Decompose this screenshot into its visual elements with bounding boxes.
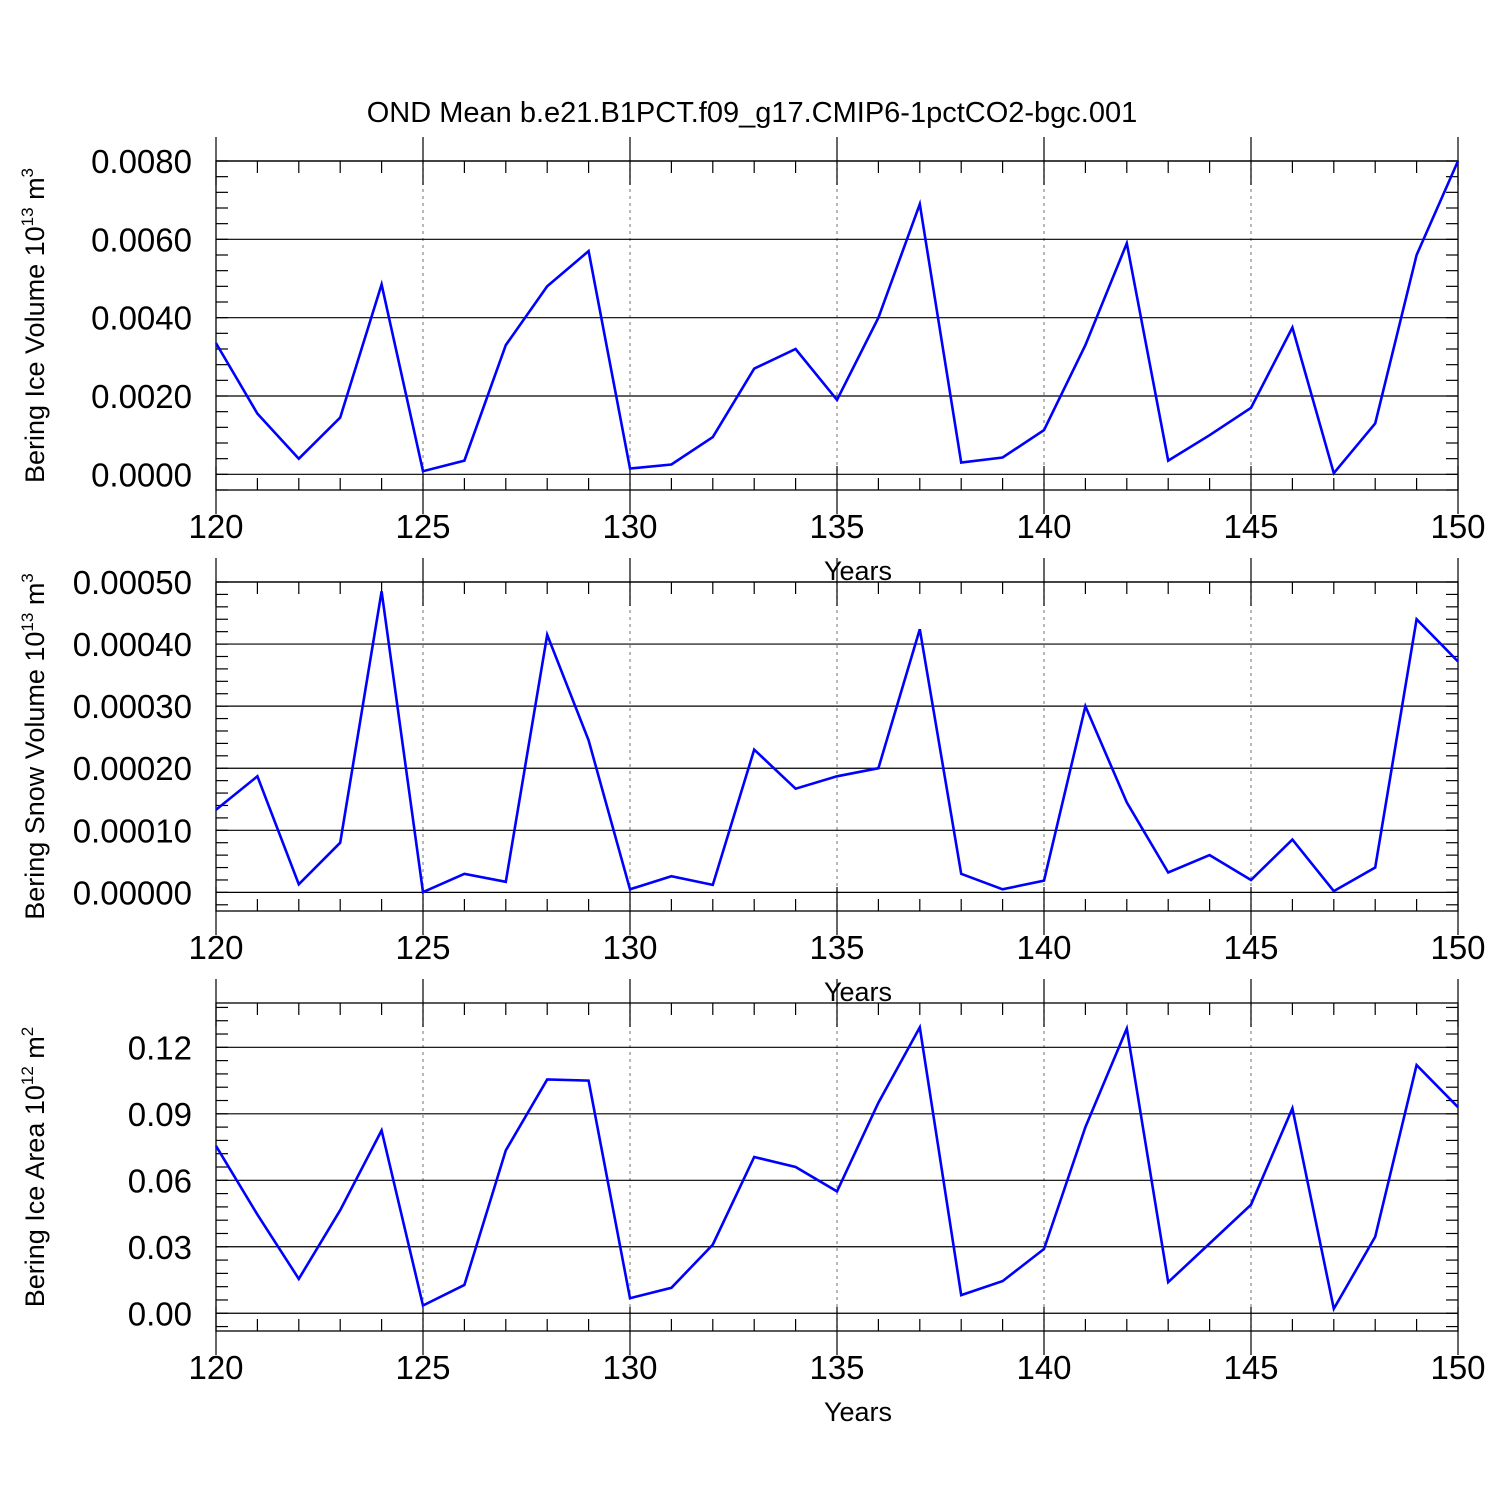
y-tick-label: 0.00030 (73, 688, 192, 725)
x-tick-label: 135 (809, 1349, 864, 1386)
y-tick-label: 0.00010 (73, 812, 192, 849)
y-tick-label: 0.00000 (73, 874, 192, 911)
x-tick-label: 120 (188, 1349, 243, 1386)
x-tick-label: 150 (1430, 1349, 1485, 1386)
x-tick-label: 140 (1016, 929, 1071, 966)
x-tick-label: 145 (1223, 929, 1278, 966)
x-tick-label: 150 (1430, 508, 1485, 545)
x-tick-label: 120 (188, 508, 243, 545)
y-tick-label: 0.06 (128, 1162, 192, 1199)
y-tick-label: 0.0040 (91, 300, 192, 337)
x-axis-label: Years (824, 556, 892, 586)
figure-title: OND Mean b.e21.B1PCT.f09_g17.CMIP6-1pctC… (367, 97, 1138, 129)
y-axis-label: Bering Ice Area 1012 m2 (18, 1027, 50, 1308)
x-tick-label: 150 (1430, 929, 1485, 966)
series-line (215, 591, 1459, 894)
x-axis-label: Years (824, 977, 892, 1007)
y-tick-label: 0.0060 (91, 221, 192, 258)
x-tick-label: 145 (1223, 1349, 1278, 1386)
y-axis-label: Bering Ice Volume 1013 m3 (18, 168, 50, 483)
y-axis-label: Bering Snow Volume 1013 m3 (18, 573, 50, 920)
plot-frame (215, 1002, 1459, 1332)
plot-frame (215, 160, 1459, 491)
y-tick-label: 0.0080 (91, 143, 192, 180)
x-tick-label: 130 (602, 508, 657, 545)
series-line (214, 1023, 1459, 1313)
plot-frame (215, 581, 1459, 912)
y-tick-label: 0.00 (128, 1295, 192, 1332)
y-tick-label: 0.03 (128, 1229, 192, 1266)
x-tick-label: 140 (1016, 508, 1071, 545)
x-tick-label: 125 (395, 508, 450, 545)
panel-3: 0.00 0.03 0.06 0.09 0.12 120 125 130 135 140 145 15… (18, 979, 1486, 1427)
y-tick-label: 0.12 (128, 1029, 192, 1066)
panel-1: 0.0000 0.0020 0.0040 0.0060 0.0080 120 125 130 1… (18, 137, 1486, 586)
y-tick-label: 0.00020 (73, 750, 192, 787)
x-tick-label: 145 (1223, 508, 1278, 545)
x-tick-label: 130 (602, 929, 657, 966)
x-tick-label: 120 (188, 929, 243, 966)
x-tick-label: 135 (809, 508, 864, 545)
x-tick-label: 140 (1016, 1349, 1071, 1386)
panel-2: 0.00000 0.00010 0.00020 0.00030 0.00040 0.000… (18, 558, 1486, 1007)
x-tick-label: 130 (602, 1349, 657, 1386)
x-tick-label: 135 (809, 929, 864, 966)
series-line (214, 160, 1460, 476)
x-tick-label: 125 (395, 1349, 450, 1386)
x-axis-label: Years (824, 1397, 892, 1427)
y-tick-label: 0.0000 (91, 456, 192, 493)
y-tick-label: 0.09 (128, 1096, 192, 1133)
y-tick-label: 0.00050 (73, 564, 192, 601)
y-tick-label: 0.00040 (73, 626, 192, 663)
x-tick-label: 125 (395, 929, 450, 966)
y-tick-label: 0.0020 (91, 378, 192, 415)
